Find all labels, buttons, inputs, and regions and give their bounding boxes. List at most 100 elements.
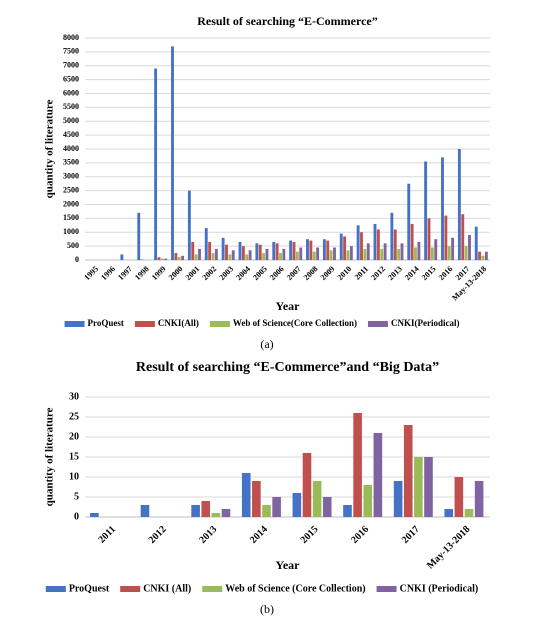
bar xyxy=(376,229,380,260)
y-tick-label: 2500 xyxy=(63,185,79,194)
bar xyxy=(353,413,362,517)
x-tick-label: 2016 xyxy=(349,524,371,546)
y-tick-label: 6500 xyxy=(63,74,79,83)
legend-label: Web of Science (Core Collection) xyxy=(225,583,365,594)
bar xyxy=(424,457,433,517)
x-tick-label: 1998 xyxy=(133,264,151,282)
bar xyxy=(255,243,259,260)
y-tick-label: 3000 xyxy=(63,172,79,181)
bar xyxy=(282,248,286,260)
bar xyxy=(403,425,413,517)
x-tick-label: 2003 xyxy=(217,264,235,282)
bar xyxy=(187,190,191,260)
y-axis-label: quantity of literature xyxy=(44,99,56,198)
x-tick-label: 1999 xyxy=(150,264,168,282)
bar xyxy=(177,257,181,260)
bar xyxy=(140,259,144,260)
x-tick-label: 2015 xyxy=(299,524,321,546)
bar xyxy=(478,251,482,260)
bar xyxy=(262,253,266,260)
y-tick-label: 20 xyxy=(69,431,79,442)
y-tick-label: 500 xyxy=(67,241,79,250)
legend-swatch xyxy=(120,586,141,592)
bar xyxy=(221,509,231,517)
bar xyxy=(214,248,218,260)
y-tick-label: 5 xyxy=(74,491,79,502)
legend-swatch xyxy=(64,321,85,327)
bar xyxy=(360,232,363,260)
bar xyxy=(484,251,488,260)
y-axis-label: quantity of literature xyxy=(44,407,56,506)
x-tick-label: 1997 xyxy=(116,264,134,282)
y-tick-label: 4500 xyxy=(63,130,79,139)
x-tick-label: 2007 xyxy=(285,264,303,282)
bar xyxy=(414,457,423,517)
bar xyxy=(262,505,271,517)
x-tick-label: 2011 xyxy=(353,264,370,281)
bar xyxy=(160,258,164,260)
x-tick-label: 2013 xyxy=(386,264,404,282)
chart-title: Result of searching “E-Commerce” xyxy=(197,14,378,28)
bar xyxy=(154,68,158,261)
y-tick-label: 4000 xyxy=(63,144,79,153)
bar xyxy=(339,233,343,260)
y-tick-label: 7500 xyxy=(63,47,79,56)
bar xyxy=(120,254,124,260)
bar xyxy=(444,509,454,517)
legend-label: CNKI(Periodical) xyxy=(391,318,459,328)
bar xyxy=(265,248,269,260)
x-tick-label: 2010 xyxy=(336,264,354,282)
y-tick-label: 0 xyxy=(75,255,79,264)
bar xyxy=(191,241,195,260)
bar xyxy=(157,257,161,260)
bar xyxy=(258,244,262,260)
bar xyxy=(245,254,249,260)
bar xyxy=(373,433,383,517)
bar xyxy=(414,247,417,260)
bar xyxy=(299,247,303,260)
bar xyxy=(407,183,411,260)
bar xyxy=(231,250,235,260)
x-tick-label: 2005 xyxy=(251,264,269,282)
legend-swatch xyxy=(202,586,223,592)
bar xyxy=(171,46,174,261)
legend-swatch xyxy=(376,586,397,592)
bar xyxy=(201,501,211,517)
bar xyxy=(90,513,99,517)
bar xyxy=(295,251,299,260)
legend-label: CNKI (Periodical) xyxy=(400,583,479,594)
bar xyxy=(241,473,251,517)
bar xyxy=(238,241,242,260)
bar xyxy=(417,241,421,260)
y-tick-label: 7000 xyxy=(63,61,79,70)
bar xyxy=(289,240,293,260)
caption: (a) xyxy=(260,337,273,351)
bar xyxy=(343,505,352,517)
bar xyxy=(441,157,444,260)
y-tick-label: 5000 xyxy=(63,116,79,125)
x-tick-label: 2002 xyxy=(201,264,219,282)
bar xyxy=(447,246,451,260)
bar xyxy=(191,505,200,517)
bar xyxy=(322,239,326,260)
bar xyxy=(363,248,367,260)
bar xyxy=(211,253,215,260)
x-tick-label: 2011 xyxy=(97,524,119,546)
caption: (b) xyxy=(260,602,274,616)
bar xyxy=(275,243,279,260)
x-axis-label: Year xyxy=(276,299,301,313)
bar xyxy=(248,250,252,260)
bar xyxy=(272,241,276,260)
bar xyxy=(363,485,373,517)
bar xyxy=(198,248,201,260)
bar xyxy=(309,240,313,260)
y-tick-label: 30 xyxy=(69,391,79,402)
bar xyxy=(461,214,465,260)
bar xyxy=(252,481,261,517)
bar xyxy=(393,229,397,260)
x-tick-label: 2012 xyxy=(147,524,169,546)
bar xyxy=(194,254,198,260)
bar xyxy=(241,246,245,260)
bar xyxy=(221,237,225,260)
x-tick-label: 2016 xyxy=(437,264,455,282)
